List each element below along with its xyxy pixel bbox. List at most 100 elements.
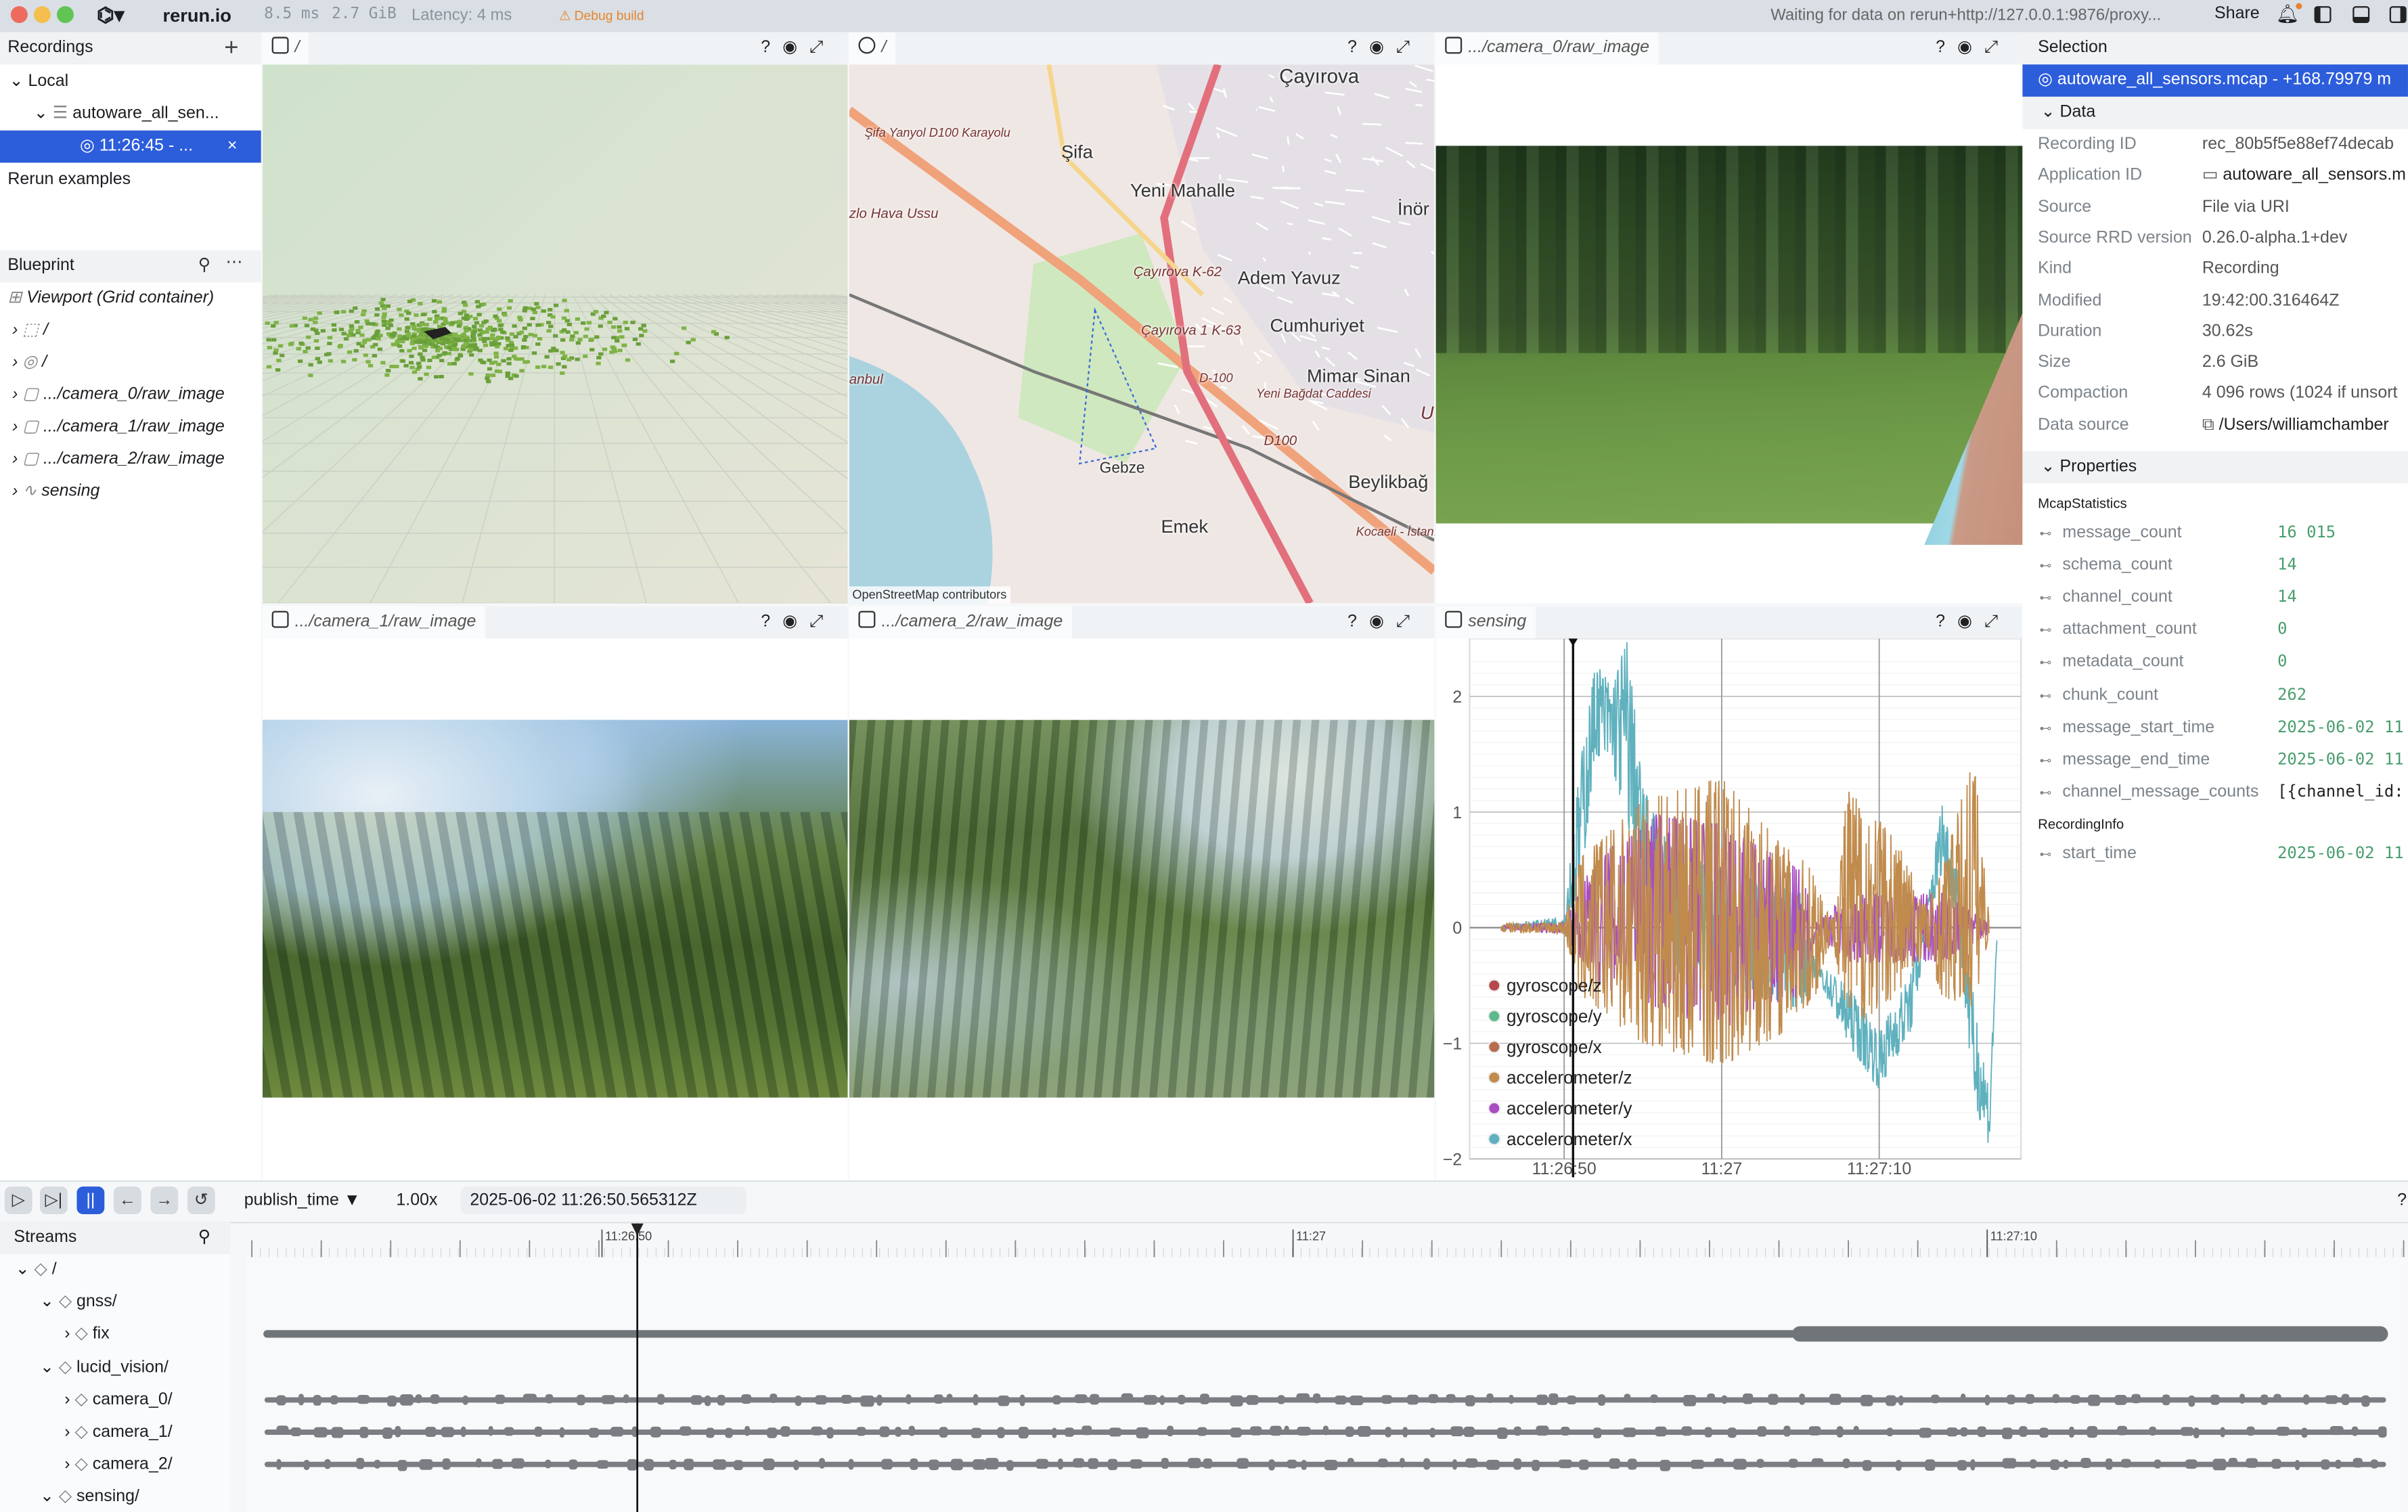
stream-item[interactable]: › ◇ camera_0/ bbox=[64, 1384, 172, 1417]
blueprint-item[interactable]: › ▢ .../camera_1/raw_image bbox=[12, 412, 225, 444]
help-icon[interactable]: ? bbox=[1347, 612, 1370, 631]
view-tab[interactable]: .../camera_2/raw_image bbox=[849, 606, 1072, 639]
data-value[interactable]: rec_80b5f5e88ef74decab bbox=[2202, 129, 2408, 160]
data-section-header[interactable]: ⌄ Data bbox=[2022, 96, 2408, 129]
stream-item[interactable]: › ◇ camera_2/ bbox=[64, 1449, 172, 1482]
window-maximize-button[interactable] bbox=[56, 6, 74, 24]
property-value[interactable]: [{channel_id: bbox=[2277, 782, 2404, 801]
help-icon[interactable]: ? bbox=[761, 38, 783, 57]
legend-swatch[interactable] bbox=[1488, 1009, 1501, 1023]
view-tab[interactable]: sensing bbox=[1435, 606, 1536, 639]
map-attribution[interactable]: OpenStreetMap contributors bbox=[849, 586, 1010, 604]
legend-label[interactable]: gyroscope/z bbox=[1507, 975, 1602, 996]
maximize-icon[interactable]: ⤢ bbox=[809, 38, 836, 57]
legend-label[interactable]: accelerometer/y bbox=[1507, 1098, 1632, 1119]
search-icon[interactable]: ⚲ bbox=[198, 1228, 211, 1247]
toggle-bottom-panel-icon[interactable] bbox=[2353, 6, 2370, 24]
close-recording-icon[interactable]: × bbox=[227, 136, 238, 156]
rerun-examples-link[interactable]: Rerun examples bbox=[7, 170, 131, 189]
blueprint-item[interactable]: › ▢ .../camera_2/raw_image bbox=[12, 443, 225, 476]
legend-label[interactable]: accelerometer/z bbox=[1507, 1067, 1632, 1088]
view-camera-0[interactable]: .../camera_0/raw_image ?◉⤢ bbox=[1435, 32, 2023, 604]
time-cursor-handle[interactable] bbox=[1568, 638, 1578, 646]
help-icon[interactable]: ? bbox=[1347, 38, 1370, 57]
more-options-icon[interactable]: ⋯ bbox=[225, 253, 243, 272]
property-value[interactable]: 14 bbox=[2277, 556, 2297, 575]
view-map[interactable]: Çayırova Şifa Yeni Mahalle İnör Adem Yavuz Cu… bbox=[849, 32, 1435, 604]
maximize-icon[interactable]: ⤢ bbox=[809, 612, 836, 631]
chevron-right-icon[interactable]: › bbox=[64, 1423, 75, 1442]
maximize-icon[interactable]: ⤢ bbox=[1984, 38, 2011, 57]
timeseries-plot[interactable]: 2 1 0 −1 −2 11:26:50 11:27 11:27:10 gyroscope/z g… bbox=[1436, 638, 2023, 1180]
blueprint-item[interactable]: › ▢ .../camera_0/raw_image bbox=[12, 379, 225, 412]
3d-scene-canvas[interactable] bbox=[263, 64, 848, 604]
recording-item-selected[interactable]: ◎ 11:26:45 - ... × bbox=[0, 130, 261, 163]
timeline-selector[interactable]: publish_time ▼ bbox=[244, 1191, 361, 1209]
legend-swatch[interactable] bbox=[1488, 1132, 1501, 1146]
step-next-button[interactable]: → bbox=[150, 1186, 179, 1214]
playhead-handle[interactable] bbox=[631, 1223, 644, 1236]
stream-item[interactable]: › ◇ fix bbox=[64, 1319, 109, 1352]
chevron-right-icon[interactable]: › bbox=[64, 1325, 75, 1344]
maximize-icon[interactable]: ⤢ bbox=[1396, 612, 1423, 631]
legend-swatch[interactable] bbox=[1488, 1071, 1501, 1084]
loop-button[interactable]: ↺ bbox=[187, 1186, 215, 1214]
blueprint-item[interactable]: › ⬚ / bbox=[12, 315, 48, 347]
property-value[interactable]: 14 bbox=[2277, 588, 2297, 607]
stream-item[interactable]: ⌄ ◇ / bbox=[16, 1254, 57, 1287]
viewport-item[interactable]: ⊞ Viewport (Grid container) bbox=[7, 282, 214, 315]
map-canvas[interactable] bbox=[849, 64, 1435, 604]
timeline-tracks[interactable]: 11:26:50 11:27 11:27:10 bbox=[230, 1223, 2408, 1512]
step-forward-button[interactable]: ▷| bbox=[39, 1186, 68, 1214]
notification-bell-icon[interactable]: 🔔︎ bbox=[2275, 3, 2300, 25]
view-tab[interactable]: .../camera_1/raw_image bbox=[263, 606, 486, 639]
property-value[interactable]: 2025-06-02 11 bbox=[2277, 750, 2404, 769]
property-value[interactable]: 16 015 bbox=[2277, 523, 2336, 542]
chevron-right-icon[interactable]: › bbox=[64, 1390, 75, 1409]
help-icon[interactable]: ? bbox=[761, 612, 783, 631]
visibility-eye-icon[interactable]: ◉ bbox=[1369, 38, 1397, 57]
add-recording-plus-icon[interactable]: + bbox=[224, 35, 239, 62]
legend-swatch[interactable] bbox=[1488, 1101, 1501, 1115]
data-value[interactable]: File via URI bbox=[2202, 192, 2408, 222]
help-icon[interactable]: ? bbox=[2397, 1191, 2407, 1210]
legend-swatch[interactable] bbox=[1488, 979, 1501, 992]
visibility-eye-icon[interactable]: ◉ bbox=[782, 612, 810, 631]
data-value[interactable]: 0.26.0-alpha.1+dev bbox=[2202, 223, 2408, 253]
properties-section-header[interactable]: ⌄ Properties bbox=[2022, 451, 2408, 484]
toggle-right-panel-icon[interactable] bbox=[2389, 6, 2407, 24]
play-button[interactable]: ▷ bbox=[4, 1186, 32, 1214]
legend-label[interactable]: accelerometer/x bbox=[1507, 1129, 1632, 1149]
tree-item-local[interactable]: ⌄ Local bbox=[9, 66, 69, 99]
help-icon[interactable]: ? bbox=[1936, 38, 1958, 57]
chevron-down-icon[interactable]: ⌄ bbox=[15, 1260, 35, 1279]
chevron-down-icon[interactable]: ⌄ bbox=[39, 1488, 59, 1507]
view-tab[interactable]: / bbox=[263, 32, 309, 65]
data-value[interactable]: 30.62s bbox=[2202, 316, 2408, 347]
data-value[interactable]: 2.6 GiB bbox=[2202, 347, 2408, 378]
data-value[interactable]: 4 096 rows (1024 if unsort bbox=[2202, 378, 2408, 409]
legend-label[interactable]: gyroscope/y bbox=[1507, 1006, 1602, 1026]
view-tab[interactable]: / bbox=[849, 32, 896, 65]
property-value[interactable]: 0 bbox=[2277, 620, 2288, 640]
view-camera-1[interactable]: .../camera_1/raw_image ?◉⤢ bbox=[263, 606, 848, 1181]
data-value[interactable]: 19:42:00.316464Z bbox=[2202, 285, 2408, 315]
visibility-eye-icon[interactable]: ◉ bbox=[1957, 612, 1985, 631]
help-icon[interactable]: ? bbox=[1936, 612, 1958, 631]
step-back-button[interactable]: ← bbox=[113, 1186, 141, 1214]
tree-item-dataset[interactable]: ⌄ ☰ autoware_all_sen... bbox=[34, 98, 219, 131]
playback-speed[interactable]: 1.00x bbox=[396, 1191, 438, 1210]
toggle-left-panel-icon[interactable] bbox=[2314, 6, 2332, 24]
stream-item[interactable]: › ◇ camera_1/ bbox=[64, 1417, 172, 1449]
property-value[interactable]: 0 bbox=[2277, 652, 2288, 672]
property-value[interactable]: 2025-06-02 11 bbox=[2277, 717, 2404, 736]
pause-button[interactable]: || bbox=[76, 1186, 105, 1214]
chevron-down-icon[interactable]: ⌄ bbox=[39, 1358, 59, 1377]
legend-swatch[interactable] bbox=[1488, 1040, 1501, 1054]
search-icon[interactable]: ⚲ bbox=[198, 256, 211, 275]
property-value[interactable]: 2025-06-02 11 bbox=[2277, 844, 2404, 863]
view-sensing[interactable]: 2 1 0 −1 −2 11:26:50 11:27 11:27:10 gyroscope/z g… bbox=[1435, 606, 2023, 1181]
maximize-icon[interactable]: ⤢ bbox=[1984, 612, 2011, 631]
view-tab[interactable]: .../camera_0/raw_image bbox=[1435, 32, 1659, 65]
data-value[interactable]: Recording bbox=[2202, 254, 2408, 284]
